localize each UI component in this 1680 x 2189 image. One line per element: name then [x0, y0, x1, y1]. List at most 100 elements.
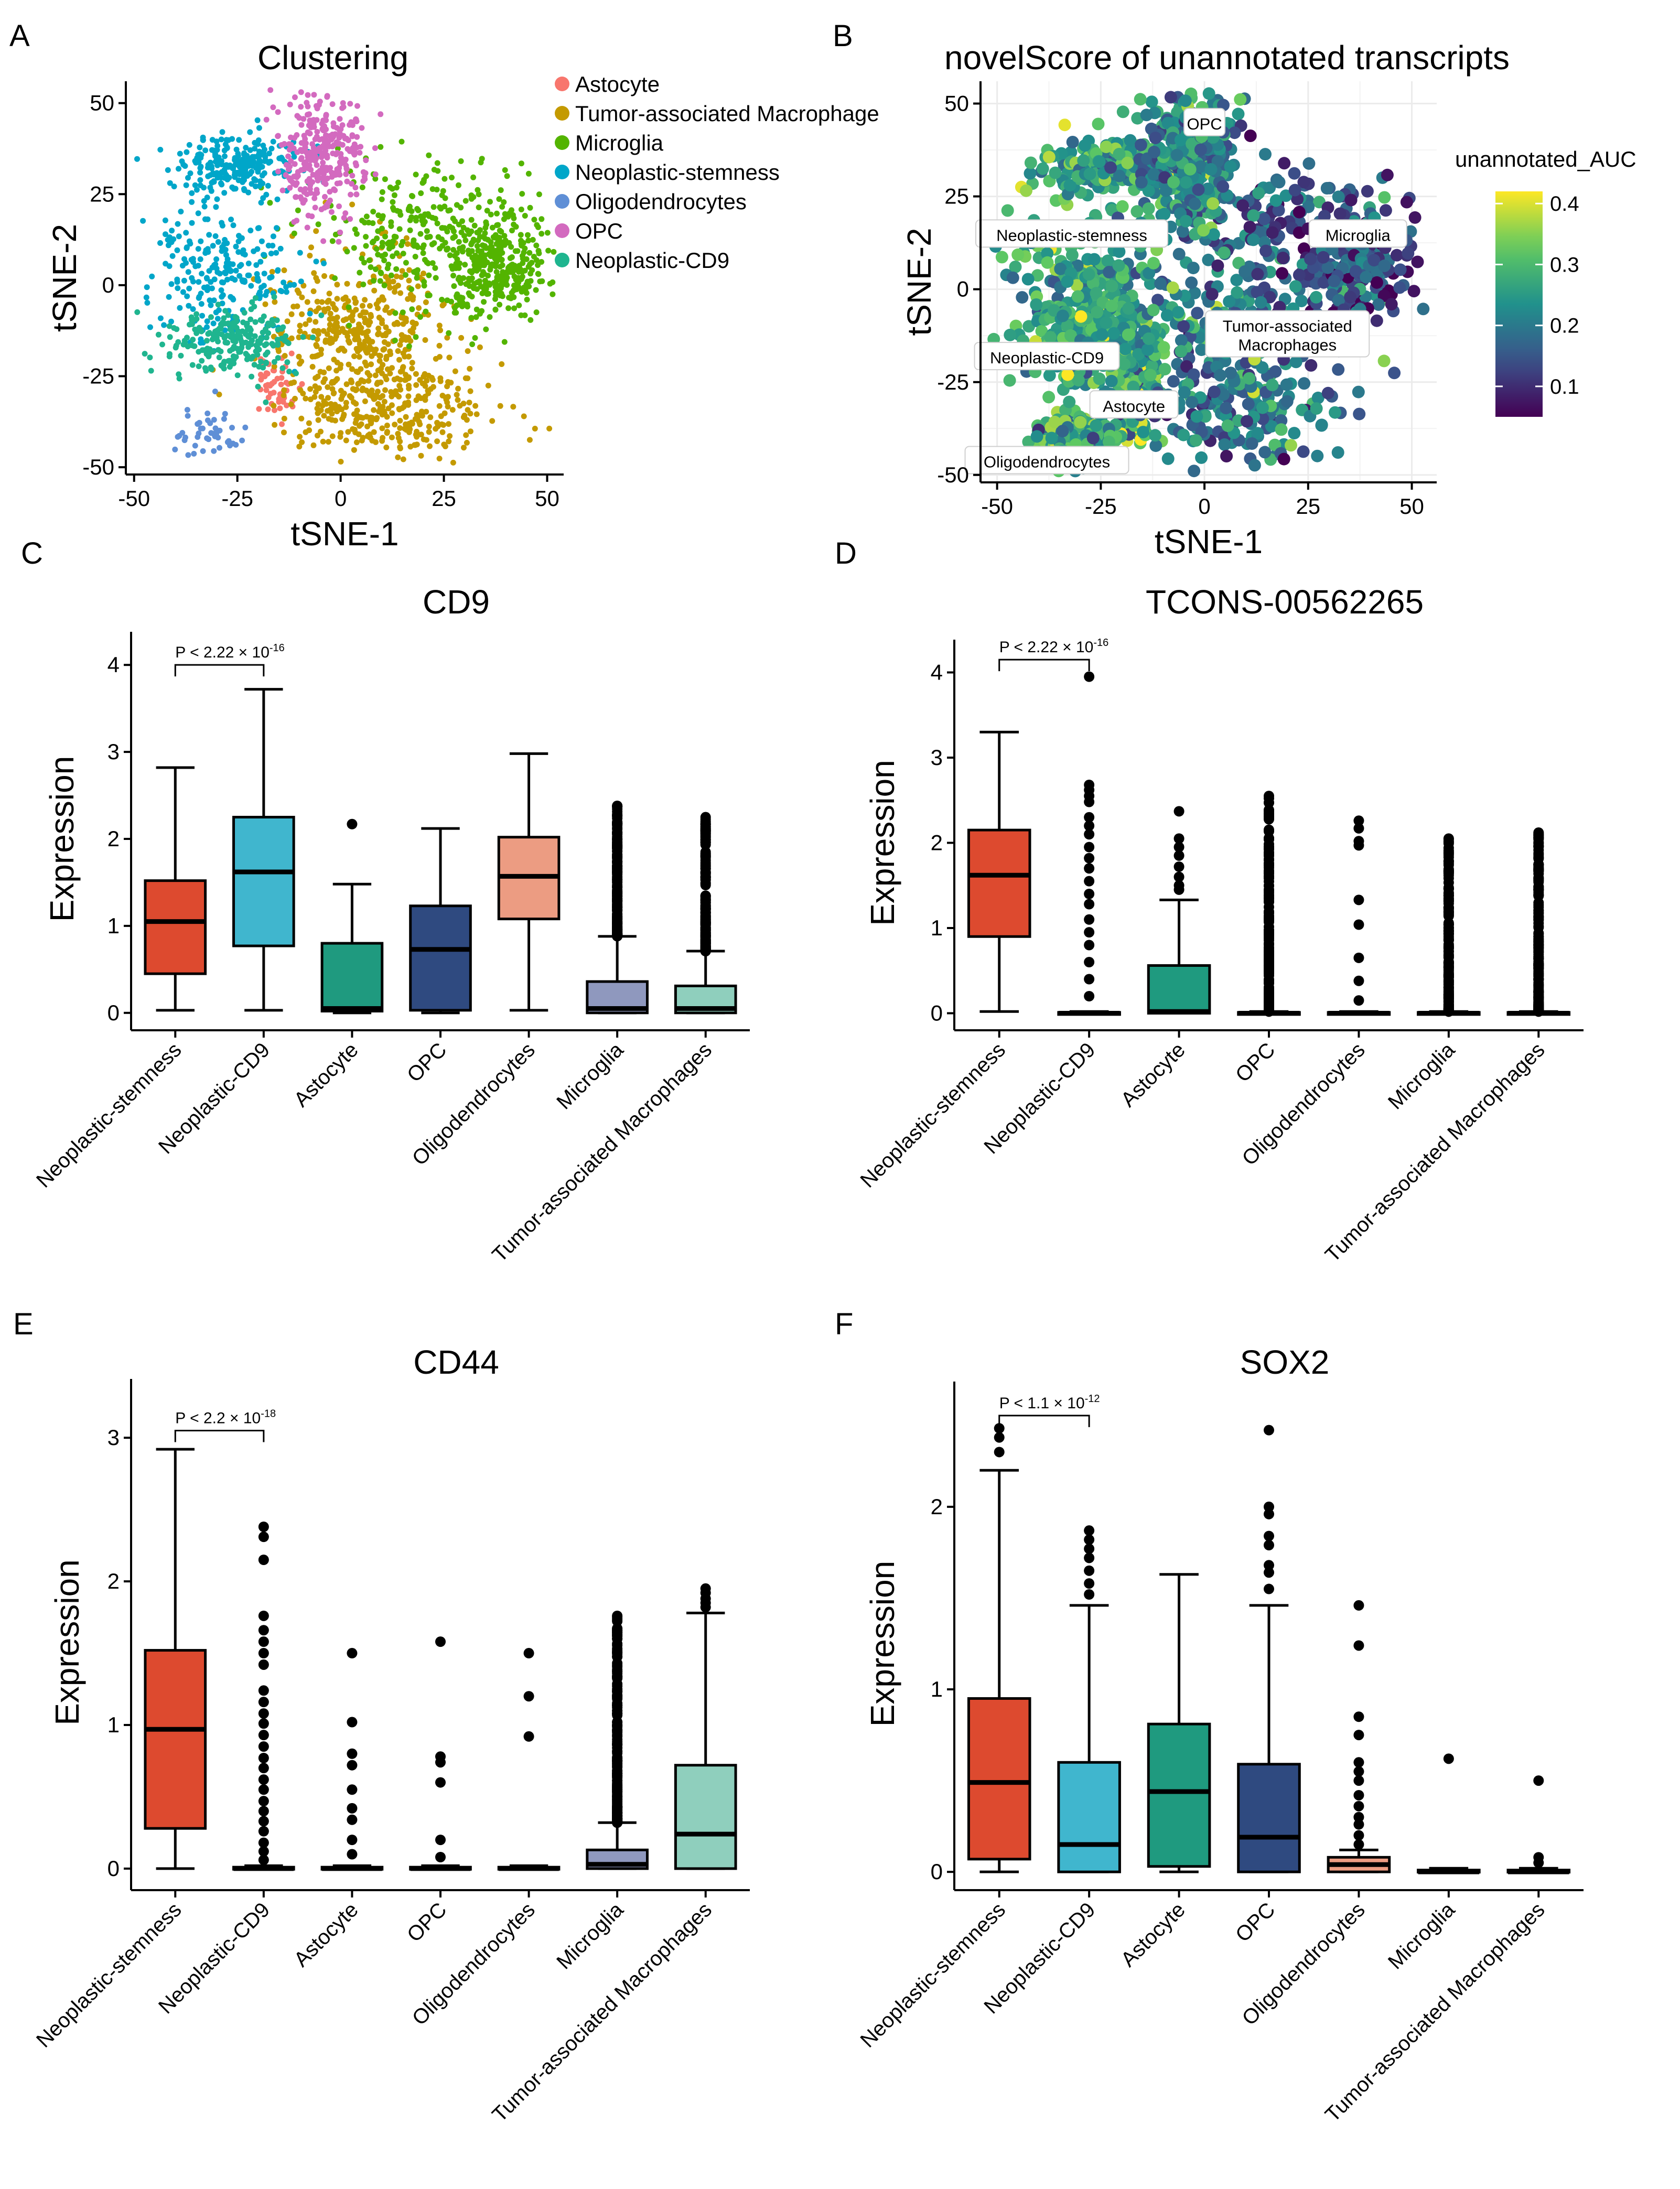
data-point: [188, 314, 195, 320]
data-point: [1207, 228, 1220, 241]
data-point: [452, 368, 458, 374]
data-point: [287, 101, 293, 107]
data-point: [406, 383, 412, 389]
data-point: [1269, 194, 1283, 207]
data-point: [314, 353, 320, 359]
data-point: [1408, 211, 1421, 224]
data-point: [304, 224, 310, 231]
data-point: [1280, 378, 1293, 391]
data-point: [325, 395, 331, 401]
data-point: [247, 316, 254, 322]
data-point: [474, 243, 480, 249]
data-point: [189, 275, 195, 281]
data-point: [197, 144, 203, 150]
data-point: [1332, 363, 1345, 376]
data-point: [245, 189, 252, 196]
data-point: [1321, 386, 1334, 400]
data-point: [418, 190, 424, 196]
data-point: [313, 375, 319, 381]
data-point: [498, 229, 504, 235]
data-point: [410, 319, 416, 326]
data-point: [392, 337, 398, 343]
data-point: [471, 281, 478, 287]
colorbar-tick-label: 0.2: [1550, 315, 1579, 338]
data-point: [260, 143, 266, 148]
data-point: [297, 186, 304, 192]
data-point: [444, 400, 450, 406]
data-point: [447, 252, 453, 258]
data-point: [306, 317, 313, 323]
data-point: [1318, 210, 1331, 223]
data-point: [379, 240, 385, 246]
data-point: [1179, 214, 1192, 228]
data-point: [297, 387, 304, 393]
data-point: [207, 420, 213, 426]
data-point: [1101, 254, 1114, 267]
data-point: [343, 165, 350, 171]
data-point: [360, 169, 367, 175]
data-point: [394, 250, 400, 256]
data-point: [297, 434, 303, 440]
data-point: [467, 292, 473, 298]
data-point: [373, 416, 380, 423]
data-point: [298, 167, 304, 173]
data-point: [301, 160, 307, 167]
data-point: [442, 240, 448, 246]
data-point: [1298, 377, 1311, 390]
data-point: [518, 207, 524, 212]
data-point: [1393, 281, 1406, 294]
data-point: [511, 305, 518, 311]
data-point: [364, 423, 370, 429]
data-point: [1063, 179, 1076, 192]
data-point: [299, 311, 305, 317]
data-point: [406, 206, 412, 212]
data-point: [1232, 107, 1245, 121]
data-point: [186, 285, 192, 292]
data-point: [339, 105, 346, 111]
data-point: [413, 171, 419, 178]
data-point: [362, 297, 368, 303]
data-point: [1288, 167, 1301, 180]
data-point: [1197, 224, 1210, 237]
data-point: [504, 282, 510, 288]
data-point: [338, 459, 344, 465]
data-point: [1095, 328, 1108, 341]
data-point: [1218, 246, 1231, 259]
x-axis-label: tSNE-1: [290, 515, 399, 553]
data-point: [524, 296, 530, 303]
data-point: [403, 272, 408, 278]
data-point: [380, 393, 386, 399]
data-point: [367, 392, 373, 398]
data-point: [257, 159, 263, 165]
data-point: [485, 282, 491, 288]
data-point: [518, 232, 524, 238]
data-point: [1167, 176, 1180, 189]
data-point: [337, 229, 343, 235]
data-point: [444, 383, 450, 390]
data-point: [221, 190, 228, 196]
data-point: [247, 129, 253, 135]
data-point: [144, 300, 150, 306]
data-point: [134, 156, 140, 162]
data-point: [503, 274, 510, 280]
data-point: [1147, 256, 1160, 269]
data-point: [198, 290, 204, 297]
data-point: [357, 423, 362, 429]
cluster-group: [134, 117, 327, 375]
data-point: [312, 204, 318, 211]
x-tick-label: -50: [981, 494, 1013, 519]
data-point: [417, 421, 423, 427]
box-group: [586, 800, 649, 1015]
data-point: [231, 186, 237, 192]
data-point: [1030, 298, 1043, 311]
data-point: [386, 245, 392, 252]
data-point: [379, 438, 385, 444]
data-point: [218, 180, 224, 186]
data-point: [301, 139, 307, 145]
data-point: [1254, 296, 1267, 309]
legend-label: Neoplastic-CD9: [575, 248, 729, 273]
data-point: [395, 435, 402, 441]
data-point: [382, 229, 389, 235]
data-point: [356, 354, 362, 360]
data-point: [283, 289, 289, 295]
